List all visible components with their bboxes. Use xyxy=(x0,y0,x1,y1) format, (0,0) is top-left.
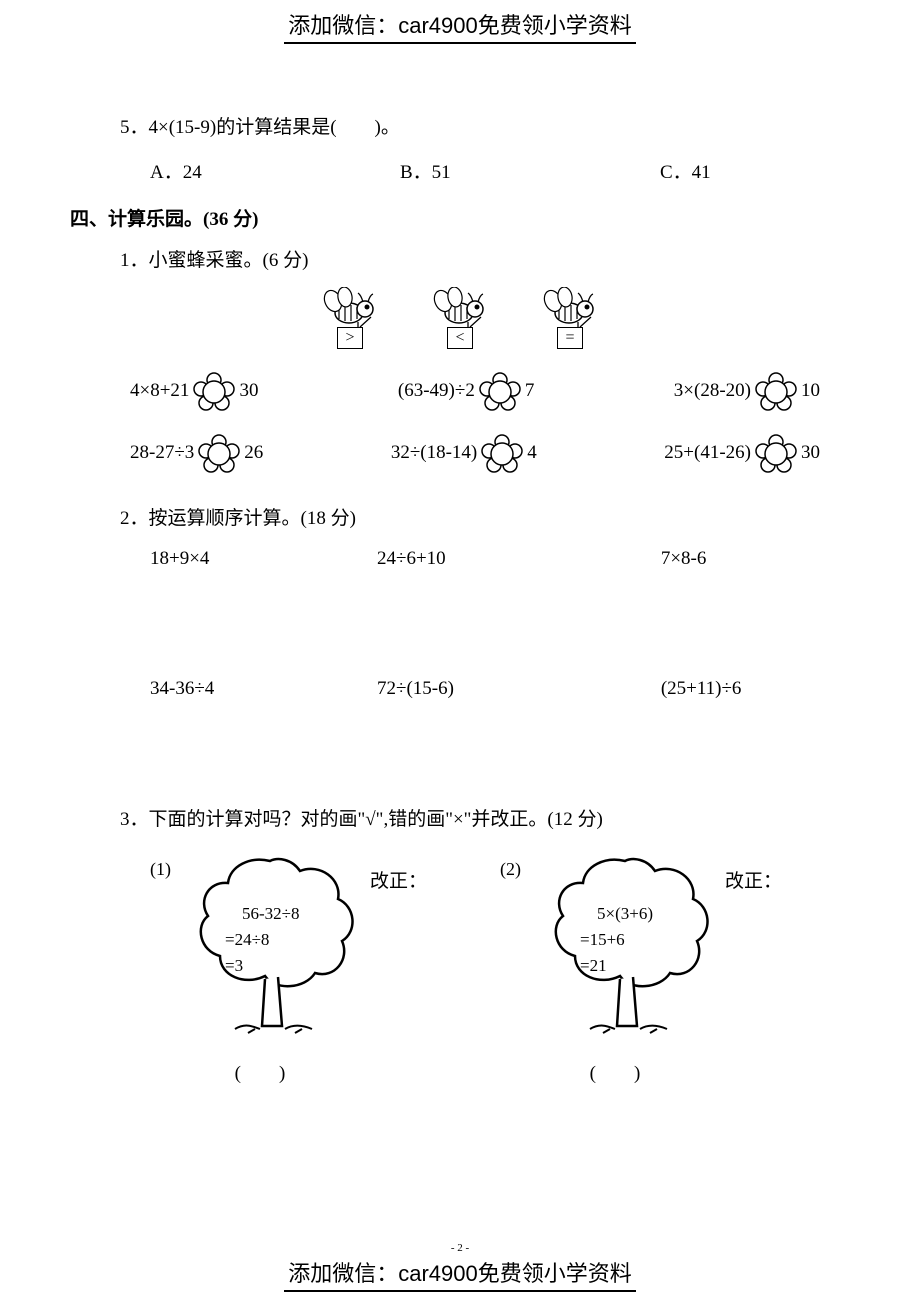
calc-expr: 24÷6+10 xyxy=(377,548,661,570)
workspace xyxy=(70,570,850,660)
section4-q2: 2．按运算顺序计算。(18 分) xyxy=(120,503,850,530)
calc-line: =3 xyxy=(225,953,300,979)
watermark-bottom: 添加微信：car4900免费领小学资料 xyxy=(0,1256,920,1292)
expr-right: 26 xyxy=(244,442,263,464)
compare-cell: 32÷(18-14) 4 xyxy=(391,433,537,473)
fix-label: 改正： xyxy=(370,866,427,893)
compare-cell: 28-27÷3 26 xyxy=(130,433,263,473)
fix-label: 改正： xyxy=(725,866,782,893)
calc-line: =24÷8 xyxy=(225,927,300,953)
expr-right: 30 xyxy=(801,442,820,464)
workspace xyxy=(70,700,850,790)
expr-right: 4 xyxy=(527,442,537,464)
bee-lt: < xyxy=(425,287,495,349)
calc-expr: 34-36÷4 xyxy=(150,678,377,700)
flower-icon[interactable] xyxy=(478,371,522,411)
compare-row-2: 28-27÷3 26 32÷(18-14) 4 25+(41-26) 30 xyxy=(130,433,820,473)
calc-line: 5×(3+6) xyxy=(580,901,653,927)
item-number: (2) xyxy=(500,859,521,880)
flower-icon[interactable] xyxy=(754,433,798,473)
bee-icon xyxy=(543,287,598,329)
bee-gt: > xyxy=(315,287,385,349)
option-a: A．24 xyxy=(150,157,400,184)
bee-legend-row: > < = xyxy=(70,287,850,349)
flower-icon[interactable] xyxy=(480,433,524,473)
calc-line: =15+6 xyxy=(580,927,653,953)
section4-q1: 1．小蜜蜂采蜜。(6 分) xyxy=(120,245,850,272)
expr-right: 30 xyxy=(239,380,258,402)
calc-row-2: 34-36÷4 72÷(15-6) (25+11)÷6 xyxy=(150,678,850,700)
bee-icon xyxy=(323,287,378,329)
option-c: C．41 xyxy=(660,157,810,184)
tree-block-1: (1) 改正： 56-32÷8 =24÷8 =3 ( ) xyxy=(70,851,460,1085)
flower-icon[interactable] xyxy=(754,371,798,411)
section4-q3: 3．下面的计算对吗？对的画"√",错的画"×"并改正。(12 分) xyxy=(120,804,850,831)
bee-box-gt: > xyxy=(337,327,363,349)
expr-left: 28-27÷3 xyxy=(130,442,194,464)
calc-line: =21 xyxy=(580,953,653,979)
expr-left: (63-49)÷2 xyxy=(398,380,475,402)
bee-icon xyxy=(433,287,488,329)
compare-cell: (63-49)÷2 7 xyxy=(398,371,534,411)
calc-expr: 7×8-6 xyxy=(661,548,850,570)
bee-eq: = xyxy=(535,287,605,349)
answer-paren[interactable]: ( ) xyxy=(180,1058,340,1085)
tree-block-2: (2) 改正： 5×(3+6) =15+6 =21 ( ) xyxy=(460,851,850,1085)
page-number: - 2 - xyxy=(0,1242,920,1254)
faded-header-fragment xyxy=(50,42,870,64)
compare-cell: 25+(41-26) 30 xyxy=(664,433,820,473)
answer-paren[interactable]: ( ) xyxy=(535,1058,695,1085)
calc-expr: 18+9×4 xyxy=(150,548,377,570)
expr-right: 10 xyxy=(801,380,820,402)
watermark-top: 添加微信：car4900免费领小学资料 xyxy=(50,0,870,44)
bee-box-eq: = xyxy=(557,327,583,349)
section-4-title: 四、计算乐园。(36 分) xyxy=(70,204,850,231)
compare-cell: 3×(28-20) 10 xyxy=(674,371,820,411)
expr-left: 32÷(18-14) xyxy=(391,442,477,464)
expr-left: 4×8+21 xyxy=(130,380,189,402)
tree-calculation: 5×(3+6) =15+6 =21 xyxy=(580,901,653,979)
item-number: (1) xyxy=(150,859,171,880)
bee-box-lt: < xyxy=(447,327,473,349)
calc-line: 56-32÷8 xyxy=(225,901,300,927)
expr-right: 7 xyxy=(525,380,535,402)
expr-left: 3×(28-20) xyxy=(674,380,751,402)
calc-row-1: 18+9×4 24÷6+10 7×8-6 xyxy=(150,548,850,570)
question-5: 5．4×(15-9)的计算结果是( )。 xyxy=(120,112,850,139)
calc-expr: 72÷(15-6) xyxy=(377,678,661,700)
calc-expr: (25+11)÷6 xyxy=(661,678,850,700)
expr-left: 25+(41-26) xyxy=(664,442,751,464)
compare-cell: 4×8+21 30 xyxy=(130,371,258,411)
tree-calculation: 56-32÷8 =24÷8 =3 xyxy=(225,901,300,979)
option-b: B．51 xyxy=(400,157,660,184)
page-content: 5．4×(15-9)的计算结果是( )。 A．24 B．51 C．41 四、计算… xyxy=(50,64,870,1085)
flower-icon[interactable] xyxy=(192,371,236,411)
compare-row-1: 4×8+21 30 (63-49)÷2 7 3×(28-20) 10 xyxy=(130,371,820,411)
trees-row: (1) 改正： 56-32÷8 =24÷8 =3 ( ) (2) 改正： 5×(… xyxy=(70,851,850,1085)
question-5-options: A．24 B．51 C．41 xyxy=(150,157,850,184)
flower-icon[interactable] xyxy=(197,433,241,473)
